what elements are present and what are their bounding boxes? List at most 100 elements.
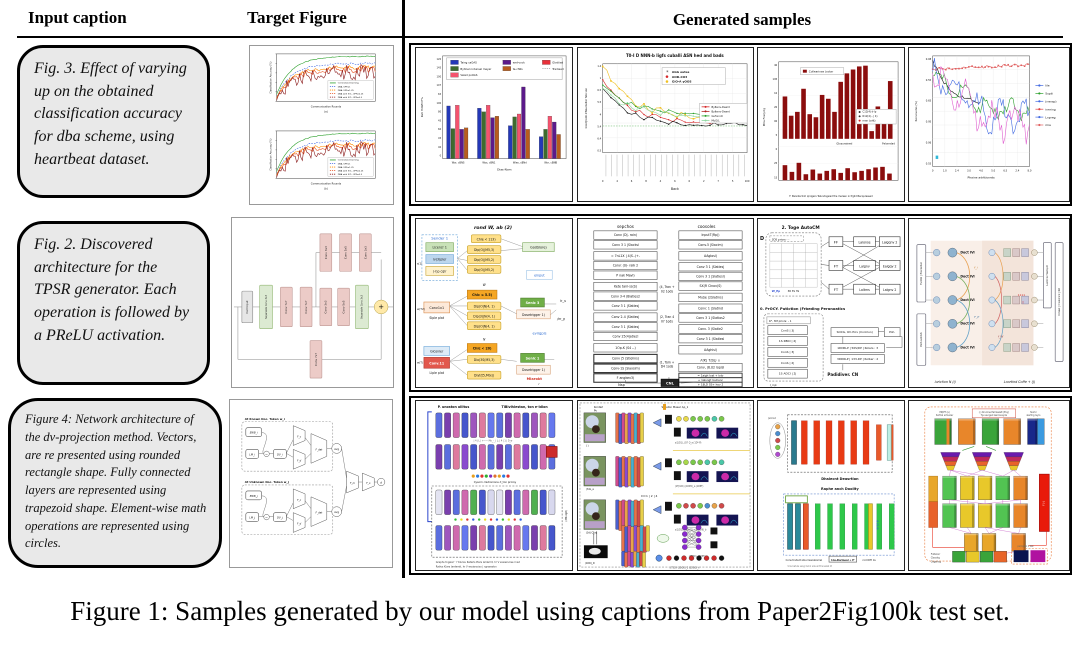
svg-text:MQPT (s): MQPT (s) — [939, 411, 949, 414]
svg-text:At Unknown Doc. Token w_j: At Unknown Doc. Token w_j — [245, 480, 289, 484]
column-divider — [402, 0, 405, 578]
generated-sample-row3-3: (sl-lrsd Dhalecnt Deasrtion Raphe anch Doo… — [757, 400, 905, 571]
figure-caption: Figure 1: Samples generated by our model… — [70, 596, 1010, 626]
svg-text:Classification Accuracy (%): Classification Accuracy (%) — [270, 62, 273, 94]
svg-text:6.4: 6.4 — [597, 137, 601, 141]
svg-text:45: 45 — [438, 118, 442, 122]
svg-text:Doct IVi: Doct IVi — [960, 251, 974, 255]
svg-text:Doct IVi: Doct IVi — [960, 345, 974, 349]
svg-text:AOD-CO3: AOD-CO3 — [672, 75, 687, 79]
svg-text:Senlc 1: Senlc 1 — [526, 356, 540, 360]
svg-text:Loortind Coffe + (J): Loortind Coffe + (J) — [1004, 380, 1035, 384]
svg-text:Felonelad: Felonelad — [882, 142, 895, 146]
svg-text:Wies, cBNd: Wies, cBNd — [513, 160, 527, 164]
svg-text:F_c: F_c — [297, 498, 302, 502]
svg-text:F angkev3): F angkev3) — [617, 376, 635, 380]
svg-text:Clssslrg: Clssslrg — [931, 557, 941, 560]
svg-text:GiO-A yOOS: GiO-A yOOS — [672, 80, 692, 84]
svg-text:Lalgnv: Lalgnv — [859, 264, 870, 268]
svg-text:DBA with SCL, UPF=0.5: DBA with SCL, UPF=0.5 — [338, 173, 363, 176]
svg-text:FF: FF — [834, 241, 838, 245]
svg-text:Glodiiad: Glodiiad — [552, 60, 563, 64]
svg-text:3.0: 3.0 — [967, 168, 971, 172]
target-figure-row1: Centralized learning DBA, UPF=1 DBA, UPF=1… — [249, 45, 394, 205]
svg-text:coosoles: coosoles — [698, 224, 716, 229]
svg-text:At Known Doc. Token w_i: At Known Doc. Token w_i — [245, 417, 285, 421]
svg-text:Conv 3 1 |Slaties|: Conv 3 1 |Slaties| — [697, 265, 725, 269]
generated-sample-row3-2: Kontarl Pv Svaston Maser Ap_1 ( ) (34L_a (3d)… — [577, 400, 754, 571]
svg-text:FT: FT — [834, 288, 839, 292]
svg-text:5: 5 — [776, 133, 778, 137]
svg-text:Poh.: Poh. — [889, 330, 895, 334]
svg-text:Doct IVi: Doct IVi — [960, 274, 974, 278]
input-caption-row3: Figure 4: Network architecture of the dv… — [8, 398, 222, 568]
svg-text:0.95: 0.95 — [926, 120, 932, 124]
svg-text:Conv 7x7: Conv 7x7 — [284, 300, 288, 313]
svg-text:Dosetrigger 1): Dosetrigger 1) — [522, 368, 545, 372]
svg-text:f_i: f_i — [974, 265, 978, 269]
svg-text:Diyt(t5,Mtx(): Diyt(t5,Mtx() — [474, 374, 494, 378]
svg-text:+ 1alsngt louhenc: + 1alsngt louhenc — [698, 378, 724, 382]
svg-text:5.5: 5.5 — [597, 100, 601, 104]
svg-text:Conv 3 1 |Slaties|: Conv 3 1 |Slaties| — [612, 325, 640, 329]
svg-text:100: 100 — [436, 74, 441, 78]
svg-text:Lalgnv 2: Lalgnv 2 — [883, 288, 896, 292]
svg-text:Conv-1S |Slaxsim): Conv-1S |Slaxsim) — [611, 366, 640, 370]
svg-text:D: D — [760, 236, 764, 242]
svg-text:Cell Input: Cell Input — [245, 299, 249, 313]
svg-text:15: 15 — [774, 175, 778, 179]
svg-text:Chle < 113): Chle < 113) — [477, 237, 496, 241]
svg-text:s(1): s(1) — [417, 261, 422, 265]
svg-text:↑: ↑ — [1022, 301, 1025, 305]
svg-text:(1T(1D1) (1DPO)_a (1DPT): (1T(1D1) (1DPO)_a (1DPT) — [675, 485, 704, 488]
svg-text:0: 0 — [932, 168, 934, 172]
svg-text:Mlra Fnelyclg: Mlra Fnelyclg — [762, 108, 766, 127]
svg-text:Lastlmlar Seclsplit: Lastlmlar Seclsplit — [1046, 265, 1049, 286]
svg-text:2.4: 2.4 — [955, 168, 959, 172]
svg-text:100: 100 — [436, 101, 441, 105]
figure-canvas: 2. Toge AutoCM D 3DS priors - - W_Ep 3R 3S 3… — [760, 225, 903, 387]
svg-text:1.0: 1.0 — [943, 168, 947, 172]
svg-text:F_m: F_m — [350, 481, 356, 485]
svg-text:✳: ✳ — [666, 70, 669, 74]
svg-text:Dip(3(|N(4, 1): Dip(3(|N(4, 1) — [473, 314, 495, 318]
svg-text:Doct IVi: Doct IVi — [960, 298, 974, 302]
svg-text:Avg: Avg — [334, 447, 339, 451]
svg-text:Rati HdWtt P%: Rati HdWtt P% — [420, 97, 424, 117]
svg-text:65: 65 — [438, 92, 442, 96]
svg-text:2: 2 — [703, 179, 705, 183]
svg-text:w(T): w(T) — [417, 360, 423, 364]
svg-text:7: 7 — [717, 179, 719, 183]
figure-canvas: 0.08 0.55 0.65 0.95 0.06 0.55 Recsoverss (%) 0 1… — [914, 55, 1057, 179]
svg-text:Nsp: Nsp — [618, 383, 626, 387]
svg-text:Raphe anch Doolity: Raphe anch Doolity — [821, 487, 859, 491]
svg-text:P nak Mavl): P nak Mavl) — [616, 273, 634, 277]
svg-text:Sender 1: Sender 1 — [431, 237, 448, 241]
svg-text:6: 6 — [631, 179, 633, 183]
svg-text:Rativs Klars lardemit, hr V ex: Rativs Klars lardemit, hr V exsisrsciso … — [436, 565, 497, 569]
svg-text:CNL: CNL — [666, 381, 675, 385]
svg-text:4: 4 — [660, 179, 662, 183]
svg-text:einput: einput — [534, 273, 545, 277]
svg-text:Conv.11: Conv.11 — [429, 361, 445, 365]
svg-text:Pv: Pv — [594, 408, 598, 412]
svg-text:Sxrtlal schusler: Sxrtlal schusler — [936, 414, 953, 417]
svg-text:Siple plat: Siple plat — [429, 316, 445, 320]
svg-text:Dias-Nom: Dias-Nom — [497, 167, 512, 171]
column-header-target-figure: Target Figure — [247, 8, 347, 27]
svg-text:4.0: 4.0 — [979, 168, 983, 172]
svg-text:( ): ( ) — [586, 444, 589, 447]
svg-text:Bytinel notunsel mayer: Bytinel notunsel mayer — [460, 67, 492, 71]
svg-text:Conv.5 |Siacim): Conv.5 |Siacim) — [698, 243, 723, 247]
svg-text:Laltms: Laltms — [859, 288, 870, 292]
svg-text:Centralized learning: Centralized learning — [338, 159, 359, 162]
svg-text:107: 107 — [436, 83, 441, 87]
svg-text:= 7nL1X | 4(S..)+-: = 7nL1X | 4(S..)+- — [611, 254, 640, 258]
svg-text:w(T2): w(T2) — [417, 307, 425, 311]
figure-canvas: MQPT (s)Sxrtlal schusler (-) Krunlne Palr… — [924, 406, 1052, 565]
svg-text:Conv. 3 (Slatie2: Conv. 3 (Slatie2 — [698, 327, 723, 331]
svg-text:−: − — [265, 516, 268, 520]
svg-text:PertuvsbiUs: PertuvsbiUs — [919, 332, 923, 347]
